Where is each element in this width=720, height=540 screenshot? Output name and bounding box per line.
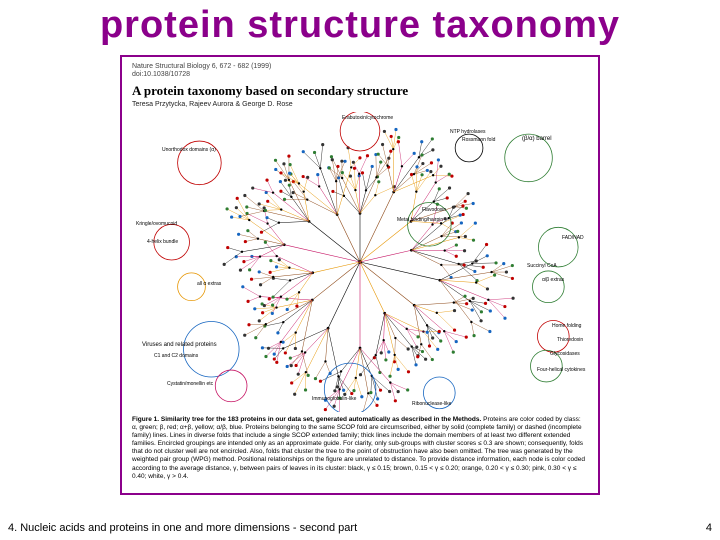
- cluster-label: α/β extras: [542, 278, 564, 283]
- cluster-label: Erabutoxin/cytochrome: [342, 116, 393, 121]
- cluster-label: 4-helix bundle: [147, 240, 178, 245]
- cluster-label: NTP hydrolases: [450, 130, 485, 135]
- citation-line2: doi:10.1038/10728: [132, 71, 588, 79]
- caption-body: Proteins are color coded by class: α, gr…: [132, 416, 585, 480]
- cluster-label: Glycosidases: [550, 352, 580, 357]
- cluster-label: Succinyl CoA: [527, 264, 557, 269]
- paper-title: A protein taxonomy based on secondary st…: [132, 83, 588, 99]
- slide-title: protein structure taxonomy: [0, 0, 720, 47]
- tree-svg: [132, 112, 588, 412]
- cluster-label: Metal binding/hairpin: [397, 218, 443, 223]
- cluster-label: Kringle/ovomucoid: [136, 222, 177, 227]
- cluster-label: Viruses and related proteins: [142, 342, 217, 348]
- cluster-label: Ribonuclease-like: [412, 402, 451, 407]
- cluster-label: FAD/NAD: [562, 236, 584, 241]
- footer-left: 4. Nucleic acids and proteins in one and…: [8, 522, 357, 534]
- paper-frame: Nature Structural Biology 6, 672 - 682 (…: [120, 55, 600, 495]
- cluster-label: C1 and C2 domains: [154, 354, 198, 359]
- slide-footer: 4. Nucleic acids and proteins in one and…: [8, 522, 712, 534]
- cluster-label: Home folding: [552, 324, 581, 329]
- figure-caption: Figure 1. Similarity tree for the 183 pr…: [132, 416, 588, 481]
- cluster-label: Cystatin/monellin etc: [167, 382, 213, 387]
- cluster-label: Four-helical cytokines: [537, 368, 585, 373]
- cluster-label: (β/α) barrel: [522, 136, 552, 142]
- cluster-label: Flavodoxin: [422, 208, 446, 213]
- cluster-label: Thioredoxin: [557, 338, 583, 343]
- cluster-label: Rossmann fold: [462, 138, 495, 143]
- paper-authors: Teresa Przytycka, Rajeev Aurora & George…: [132, 101, 588, 108]
- footer-right: 4: [706, 522, 712, 534]
- similarity-tree: Erabutoxin/cytochrome NTP hydrolases Rossm…: [132, 112, 588, 412]
- citation-line1: Nature Structural Biology 6, 672 - 682 (…: [132, 63, 588, 71]
- cluster-label: Immunoglobulin-like: [312, 397, 356, 402]
- cluster-label: Unorthodox domains (α): [162, 148, 216, 153]
- cluster-label: all α extras: [197, 282, 221, 287]
- caption-title: Figure 1. Similarity tree for the 183 pr…: [132, 416, 481, 423]
